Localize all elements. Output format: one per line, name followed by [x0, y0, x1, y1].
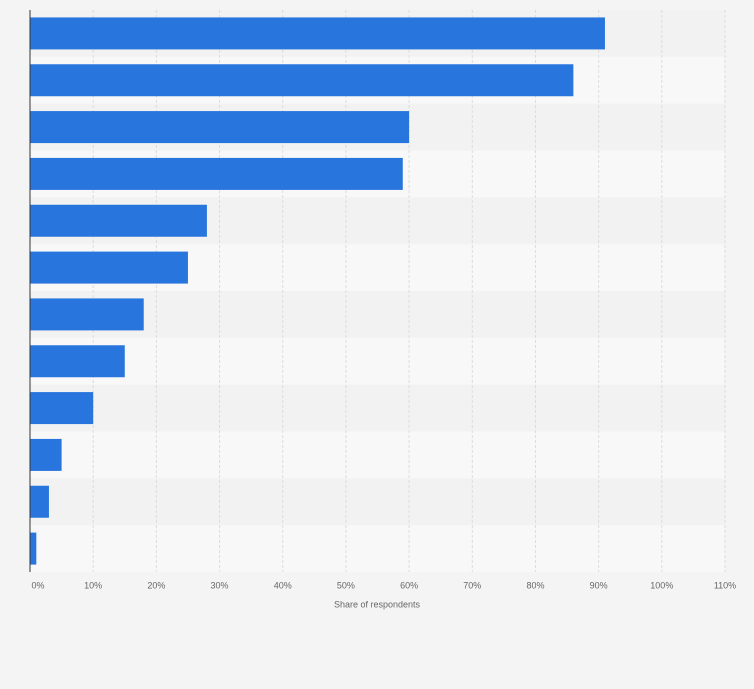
bar: [30, 111, 410, 144]
row-band: [30, 431, 725, 479]
x-tick-label: 20%: [147, 580, 165, 590]
bar: [30, 204, 207, 237]
x-tick-label: 110%: [714, 580, 736, 590]
row-band: [30, 337, 725, 385]
row-band: [30, 525, 725, 572]
x-tick-label: 80%: [526, 580, 544, 590]
x-tick-label: 50%: [337, 580, 355, 590]
x-tick-label: 90%: [590, 580, 608, 590]
x-tick-label: 40%: [274, 580, 292, 590]
bar: [30, 64, 574, 97]
x-tick-label: 60%: [400, 580, 418, 590]
x-tick-label: 10%: [84, 580, 102, 590]
bar: [30, 392, 94, 425]
bar: [30, 298, 144, 331]
bar: [30, 157, 403, 190]
row-band: [30, 384, 725, 432]
x-tick-label: 30%: [211, 580, 229, 590]
x-tick-label: 70%: [463, 580, 481, 590]
x-axis-title: Share of respondents: [334, 599, 421, 609]
x-tick-label: 100%: [650, 580, 673, 590]
bar: [30, 17, 605, 50]
row-band: [30, 291, 725, 338]
x-tick-label: 0%: [31, 580, 44, 590]
row-band: [30, 478, 725, 526]
bar: [30, 485, 49, 518]
bar: [30, 345, 125, 378]
bar: [30, 438, 62, 471]
bar: [30, 251, 188, 284]
bar: [30, 532, 37, 565]
